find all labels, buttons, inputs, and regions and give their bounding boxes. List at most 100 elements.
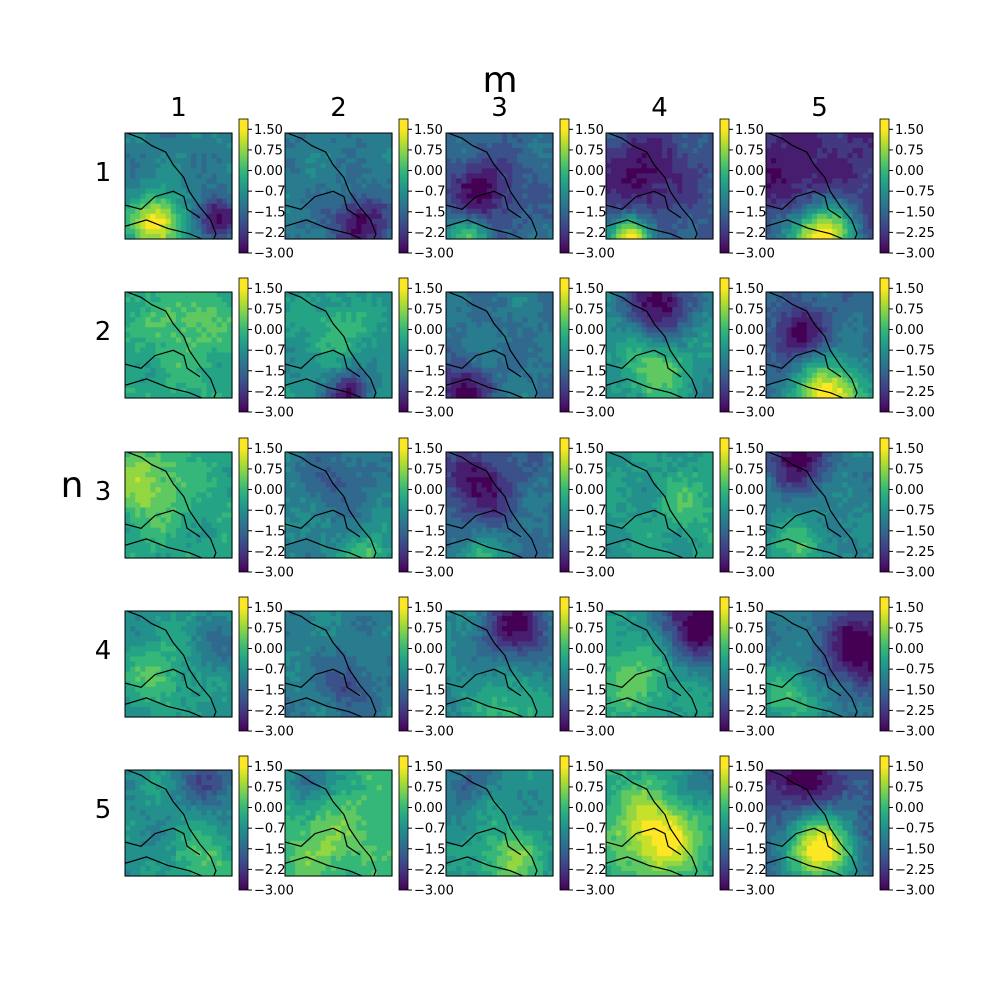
cell xyxy=(135,337,141,344)
cell xyxy=(512,193,518,200)
cell xyxy=(847,178,854,185)
cell xyxy=(862,367,869,374)
cell xyxy=(537,332,544,339)
cell xyxy=(486,297,493,303)
cell xyxy=(641,138,648,144)
cell xyxy=(351,178,357,185)
cell xyxy=(201,307,208,313)
cell xyxy=(766,342,772,349)
cell xyxy=(651,173,658,180)
cell xyxy=(697,347,704,354)
cell xyxy=(766,218,772,225)
cell xyxy=(170,517,177,524)
cell xyxy=(206,467,213,473)
colorbar-tick-label: −2.2 xyxy=(735,226,767,241)
cell xyxy=(522,382,529,389)
cell xyxy=(356,302,363,308)
cell xyxy=(672,138,678,144)
cell xyxy=(512,377,518,384)
cell xyxy=(822,322,828,328)
cell xyxy=(325,173,332,180)
cell xyxy=(646,213,653,220)
cell xyxy=(155,387,162,394)
cell xyxy=(351,372,357,379)
cell xyxy=(616,317,622,323)
cell xyxy=(341,188,347,195)
cell xyxy=(320,143,327,149)
cell xyxy=(446,332,452,339)
cell xyxy=(330,168,337,174)
cell xyxy=(386,382,393,389)
cell xyxy=(537,148,544,154)
cell xyxy=(547,168,554,174)
cell xyxy=(211,507,218,514)
cell xyxy=(461,218,467,225)
cell xyxy=(611,158,617,164)
cell xyxy=(852,158,859,164)
cell xyxy=(155,307,162,313)
cell xyxy=(211,347,218,354)
cell xyxy=(285,178,291,185)
cell xyxy=(211,382,218,389)
cell xyxy=(662,327,668,333)
cell xyxy=(181,173,187,180)
cell xyxy=(621,203,627,210)
cell xyxy=(211,502,218,509)
cell xyxy=(300,377,306,384)
cell xyxy=(125,472,131,478)
colorbar-tick-label: −2.2 xyxy=(254,385,286,400)
cell xyxy=(320,377,327,384)
cell xyxy=(677,292,684,298)
cell xyxy=(806,327,813,333)
colorbar xyxy=(719,277,730,413)
cell xyxy=(145,302,152,308)
cell xyxy=(175,462,182,468)
cell xyxy=(130,153,136,159)
cell xyxy=(135,497,141,504)
cell xyxy=(165,452,172,458)
cell xyxy=(305,302,312,308)
cell xyxy=(842,188,849,195)
cell xyxy=(201,163,208,169)
cell xyxy=(305,367,312,374)
cell xyxy=(341,377,347,384)
cell xyxy=(527,292,534,298)
cell xyxy=(631,387,638,394)
cell xyxy=(806,297,813,303)
cell xyxy=(476,188,483,195)
cell xyxy=(471,292,478,298)
cell xyxy=(196,317,203,323)
colorbar-tick-label: −3.00 xyxy=(735,247,775,262)
cell xyxy=(211,153,218,159)
colorbar-tick-label: 1.50 xyxy=(735,282,764,297)
cell xyxy=(366,342,373,349)
cell xyxy=(446,203,452,210)
cell xyxy=(771,193,777,200)
cell xyxy=(527,302,534,308)
cell xyxy=(160,173,167,180)
cell xyxy=(140,522,146,529)
cell xyxy=(206,537,213,544)
cell xyxy=(867,362,874,369)
cell xyxy=(496,362,503,369)
cell xyxy=(181,537,187,544)
cell xyxy=(310,367,317,374)
cell xyxy=(667,387,673,394)
cell xyxy=(135,392,141,399)
cell xyxy=(130,168,136,174)
cell xyxy=(507,357,513,364)
cell xyxy=(496,352,503,359)
cell xyxy=(796,332,803,339)
cell xyxy=(305,133,312,139)
cell xyxy=(310,208,317,215)
cell xyxy=(191,382,197,389)
cell xyxy=(611,327,617,333)
cell xyxy=(191,198,197,205)
cell xyxy=(486,372,493,379)
cell xyxy=(145,352,152,359)
cell xyxy=(150,547,157,554)
cell xyxy=(832,163,838,169)
cell xyxy=(801,163,808,169)
cell xyxy=(852,337,859,344)
